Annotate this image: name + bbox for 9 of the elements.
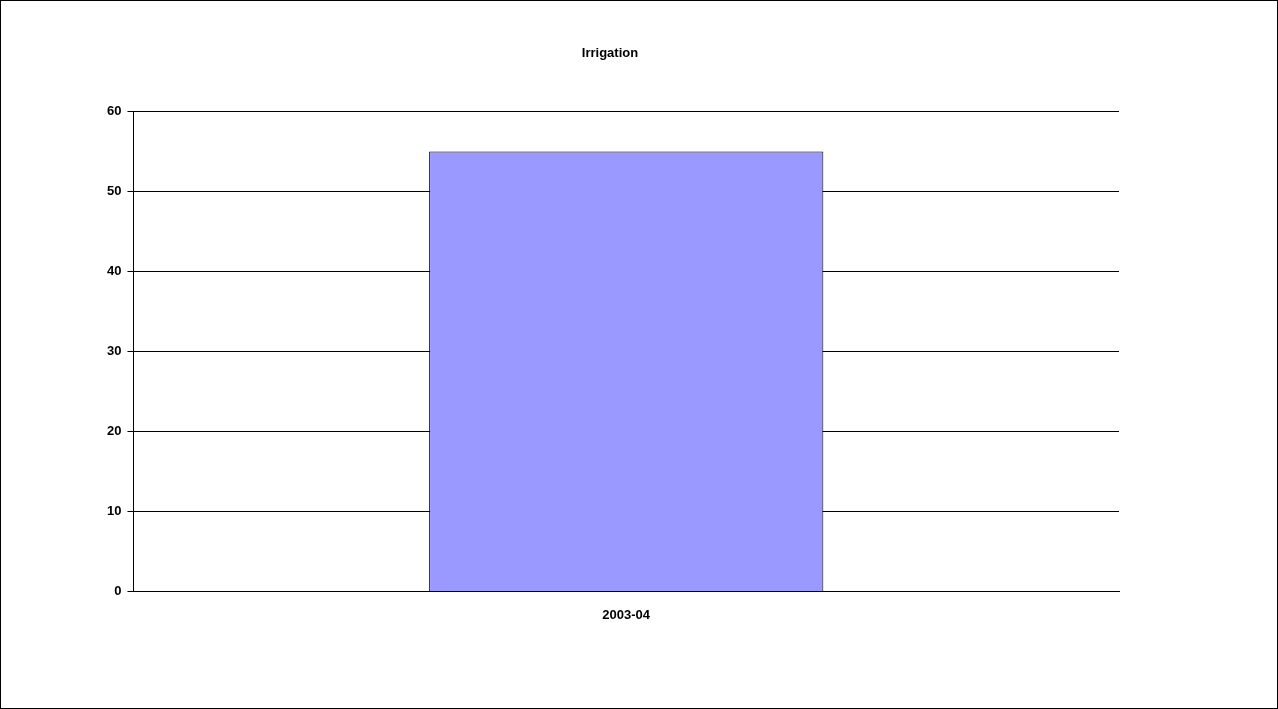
y-tick-label: 20 xyxy=(106,423,122,439)
y-tick-label: 10 xyxy=(106,503,122,519)
chart-title: Irrigation xyxy=(581,45,639,61)
y-tick-label: 0 xyxy=(114,582,122,598)
y-tick-label: 60 xyxy=(106,103,122,119)
y-tick-label: 50 xyxy=(106,183,122,199)
y-tick-label: 40 xyxy=(106,263,122,279)
x-tick-label: 2003-04 xyxy=(602,606,651,622)
y-tick-label: 30 xyxy=(106,343,122,359)
